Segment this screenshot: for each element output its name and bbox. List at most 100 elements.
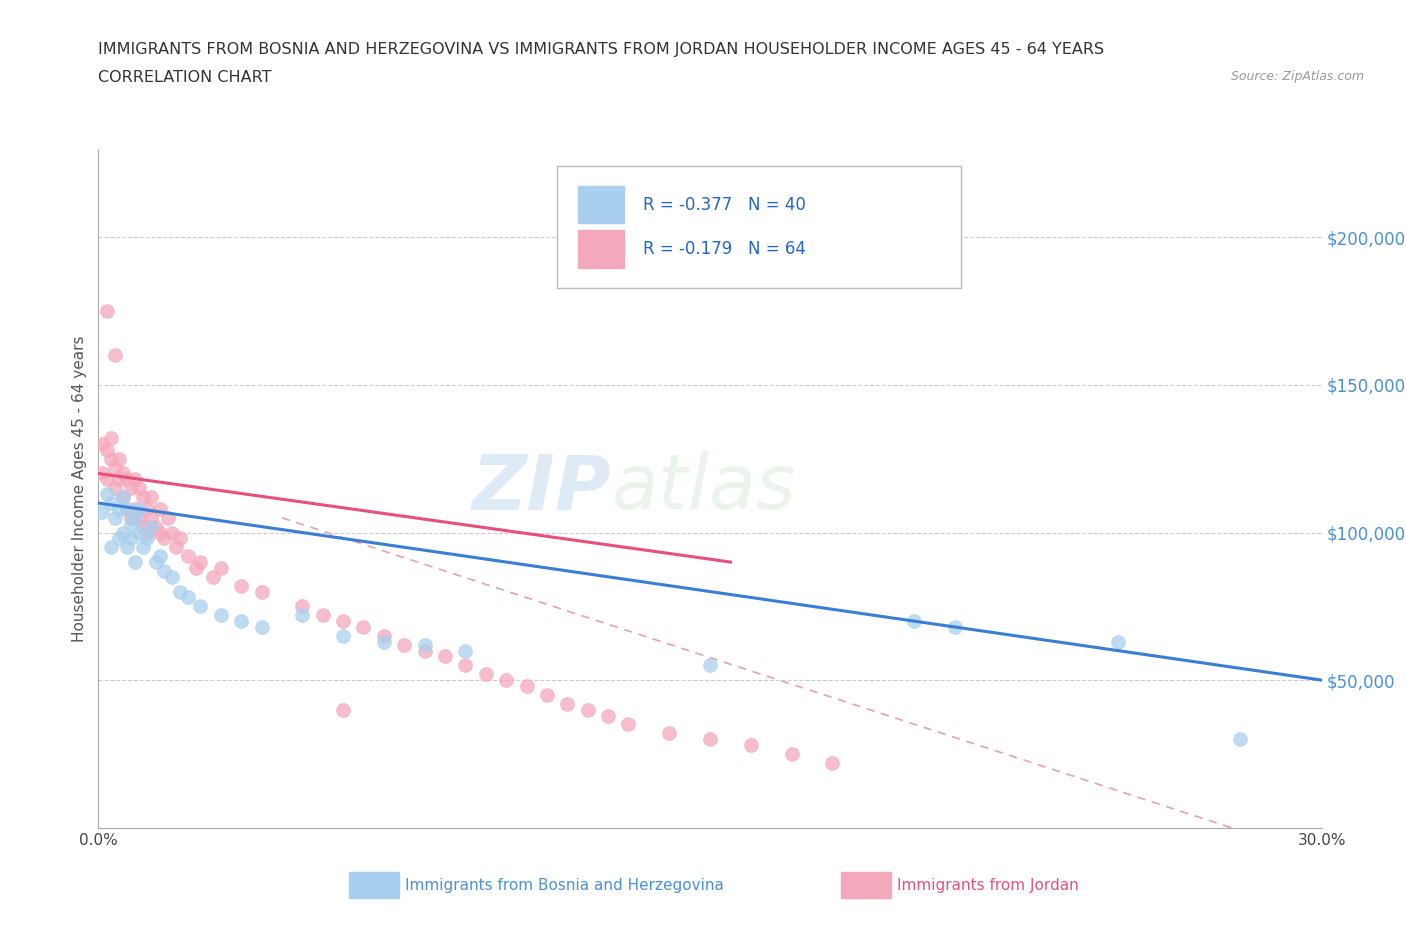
Point	[141, 490, 163, 505]
Point	[209, 561, 232, 576]
Point	[100, 431, 122, 445]
Point	[111, 490, 134, 505]
Point	[373, 629, 395, 644]
Point	[617, 717, 640, 732]
Point	[495, 672, 517, 687]
Point	[780, 747, 803, 762]
Point	[555, 697, 579, 711]
Point	[231, 578, 253, 593]
Point	[536, 687, 558, 702]
Point	[136, 525, 159, 540]
Text: Immigrants from Jordan: Immigrants from Jordan	[897, 878, 1078, 893]
Point	[291, 607, 314, 622]
Point	[145, 554, 167, 569]
Point	[373, 634, 395, 649]
Point	[91, 466, 114, 481]
Point	[149, 525, 172, 540]
Point	[576, 702, 599, 717]
Point	[115, 501, 138, 516]
Point	[209, 607, 232, 622]
Point	[474, 667, 498, 682]
Point	[598, 708, 620, 723]
Text: CORRELATION CHART: CORRELATION CHART	[98, 70, 271, 85]
Bar	[578, 186, 624, 223]
Point	[104, 348, 127, 363]
Point	[132, 490, 155, 505]
Point	[165, 539, 187, 554]
Point	[124, 501, 146, 516]
Point	[454, 658, 477, 672]
Point	[149, 549, 172, 564]
Point	[132, 519, 155, 534]
Point	[156, 511, 179, 525]
Point	[332, 614, 354, 629]
Point	[250, 584, 273, 599]
Point	[188, 554, 212, 569]
Point	[177, 590, 200, 604]
Point	[160, 525, 183, 540]
Point	[100, 539, 122, 554]
Point	[740, 737, 762, 752]
Point	[1229, 732, 1251, 747]
Point	[108, 531, 131, 546]
Point	[821, 755, 844, 770]
Point	[128, 481, 150, 496]
Point	[434, 649, 457, 664]
Point	[332, 702, 354, 717]
Point	[128, 501, 150, 516]
Point	[177, 549, 200, 564]
Point	[413, 637, 436, 652]
Point	[291, 599, 314, 614]
Point	[332, 629, 354, 644]
Point	[128, 525, 150, 540]
Text: IMMIGRANTS FROM BOSNIA AND HERZEGOVINA VS IMMIGRANTS FROM JORDAN HOUSEHOLDER INC: IMMIGRANTS FROM BOSNIA AND HERZEGOVINA V…	[98, 42, 1105, 57]
Point	[124, 511, 146, 525]
Point	[120, 481, 142, 496]
Point	[120, 511, 142, 525]
Point	[160, 569, 183, 584]
Point	[124, 554, 146, 569]
Point	[413, 644, 436, 658]
Text: Immigrants from Bosnia and Herzegovina: Immigrants from Bosnia and Herzegovina	[405, 878, 724, 893]
FancyBboxPatch shape	[557, 166, 960, 288]
Point	[104, 481, 127, 496]
Point	[96, 472, 118, 486]
Point	[152, 564, 174, 578]
Text: R = -0.179   N = 64: R = -0.179 N = 64	[643, 240, 806, 258]
Point	[352, 619, 374, 634]
Point	[454, 644, 477, 658]
Point	[120, 531, 142, 546]
Point	[250, 619, 273, 634]
Point	[108, 501, 131, 516]
Point	[91, 504, 114, 519]
Point	[104, 460, 127, 475]
Point	[141, 519, 163, 534]
Point	[115, 472, 138, 486]
Point	[115, 539, 138, 554]
Point	[108, 451, 131, 466]
Point	[115, 501, 138, 516]
Point	[96, 443, 118, 458]
Point	[136, 531, 159, 546]
Point	[141, 511, 163, 525]
Point	[149, 501, 172, 516]
Point	[145, 519, 167, 534]
Point	[111, 466, 134, 481]
Point	[699, 732, 721, 747]
Point	[124, 472, 146, 486]
Point	[169, 531, 191, 546]
Point	[903, 614, 925, 629]
Text: Source: ZipAtlas.com: Source: ZipAtlas.com	[1230, 70, 1364, 83]
Point	[201, 569, 224, 584]
Point	[91, 436, 114, 451]
Text: ZIP: ZIP	[472, 451, 612, 525]
Point	[152, 531, 174, 546]
Point	[312, 607, 335, 622]
Point	[96, 486, 118, 501]
Point	[111, 490, 134, 505]
Point	[132, 539, 155, 554]
Y-axis label: Householder Income Ages 45 - 64 years: Householder Income Ages 45 - 64 years	[72, 335, 87, 642]
Text: atlas: atlas	[612, 451, 797, 525]
Point	[392, 637, 416, 652]
Text: R = -0.377   N = 40: R = -0.377 N = 40	[643, 196, 806, 214]
